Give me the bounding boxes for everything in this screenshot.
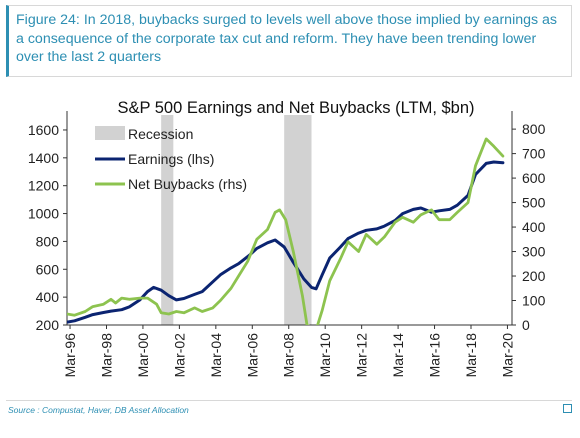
right-tick-label: 400 [522, 219, 546, 235]
x-tick-label: Mar-02 [171, 333, 187, 378]
x-tick-label: Mar-08 [281, 333, 297, 378]
right-tick-label: 600 [522, 170, 546, 186]
figure-caption: Figure 24: In 2018, buybacks surged to l… [6, 5, 572, 77]
right-tick-label: 500 [522, 195, 546, 211]
x-tick-label: Mar-12 [354, 333, 370, 378]
left-tick-label: 1200 [28, 178, 59, 194]
x-tick-label: Mar-98 [98, 333, 114, 378]
legend-swatch-recession [95, 126, 125, 140]
source-note: Source : Compustat, Haver, DB Asset Allo… [8, 405, 189, 415]
footer-divider [6, 400, 572, 401]
right-tick-label: 300 [522, 244, 546, 260]
right-tick-label: 200 [522, 268, 546, 284]
right-tick-label: 0 [522, 317, 530, 333]
legend-label: Recession [128, 126, 193, 142]
left-tick-label: 200 [36, 317, 60, 333]
legend-label: Net Buybacks (rhs) [128, 176, 247, 192]
right-tick-label: 100 [522, 293, 546, 309]
chart-legend: Recession Earnings (lhs) Net Buybacks (rhs… [95, 126, 247, 192]
x-tick-label: Mar-16 [427, 333, 443, 378]
chart-series [67, 137, 505, 325]
legend-label: Earnings (lhs) [128, 151, 214, 167]
right-tick-label: 800 [522, 121, 546, 137]
left-tick-label: 1000 [28, 206, 59, 222]
line-chart: 200 400 600 800 1000 1200 1400 1600 0 100 200 300 40… [28, 99, 546, 377]
x-tick-label: Mar-96 [62, 333, 78, 378]
x-tick-label: Mar-20 [499, 333, 515, 378]
recession-band-2 [284, 115, 312, 325]
chart-container: 200 400 600 800 1000 1200 1400 1600 0 100 200 300 40… [0, 80, 580, 400]
x-tick-label: Mar-14 [390, 333, 406, 378]
x-tick-label: Mar-00 [135, 333, 151, 378]
left-tick-label: 400 [36, 289, 60, 305]
left-tick-label: 800 [36, 233, 60, 249]
x-tick-label: Mar-04 [208, 333, 224, 378]
buybacks-line [67, 137, 505, 325]
recession-band-1 [161, 115, 174, 325]
x-tick-label: Mar-06 [244, 333, 260, 378]
recession-bands [161, 115, 312, 325]
left-tick-label: 1600 [28, 122, 59, 138]
chart-title: S&P 500 Earnings and Net Buybacks (LTM, … [117, 99, 474, 117]
right-tick-label: 700 [522, 146, 546, 162]
x-tick-label: Mar-18 [463, 333, 479, 378]
chart-axes: 200 400 600 800 1000 1200 1400 1600 0 100 200 300 40… [28, 111, 546, 377]
x-tick-label: Mar-10 [317, 333, 333, 378]
left-tick-label: 600 [36, 261, 60, 277]
footer-square-icon [563, 404, 572, 413]
left-tick-label: 1400 [28, 150, 59, 166]
